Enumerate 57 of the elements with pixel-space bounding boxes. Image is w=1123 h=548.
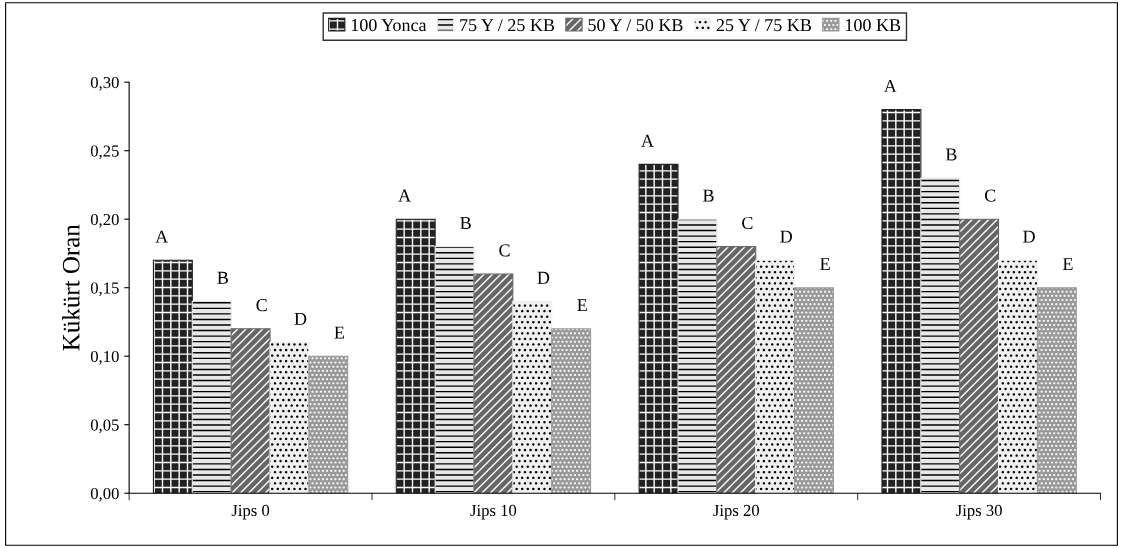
data-label: A [883, 79, 897, 92]
data-label: D [1023, 230, 1035, 243]
data-label: C [499, 244, 510, 257]
bar [434, 246, 475, 494]
bar [638, 163, 679, 494]
data-label: A [398, 189, 411, 202]
bar [920, 177, 961, 494]
legend-label: 50 Y / 50 KB [588, 19, 683, 32]
bar [1036, 287, 1077, 494]
legend-label: 100 KB [845, 19, 901, 32]
bar [152, 259, 193, 494]
data-label: E [820, 258, 830, 270]
bar [881, 109, 922, 494]
data-label: B [217, 271, 228, 284]
x-tick-label: Jips 20 [713, 504, 760, 520]
bar [793, 287, 834, 494]
data-label: C [256, 299, 267, 312]
bar [512, 300, 553, 494]
data-label: D [537, 271, 550, 284]
bar [308, 355, 349, 494]
bar [551, 328, 592, 494]
y-tick-label: 0,10 [90, 350, 119, 365]
bar [755, 259, 796, 494]
y-tick-label: 0,00 [90, 487, 119, 502]
data-label: B [945, 148, 957, 161]
data-label: A [641, 134, 654, 147]
y-tick-label: 0,30 [90, 76, 119, 91]
bar [959, 218, 1000, 494]
data-label: A [155, 230, 169, 243]
legend-label: 25 Y / 75 KB [716, 19, 811, 32]
data-label: D [294, 312, 307, 325]
legend-label: 75 Y / 25 KB [460, 19, 555, 32]
bar [191, 300, 232, 494]
legend-label: 100 Yonca [351, 19, 427, 32]
bar [230, 328, 271, 494]
bar [269, 341, 310, 494]
data-label: D [780, 230, 793, 243]
y-tick-label: 0,15 [90, 282, 119, 297]
data-label: E [334, 326, 345, 339]
bar [395, 218, 436, 494]
data-label: C [984, 189, 996, 202]
x-tick-label: Jips 30 [956, 504, 1002, 520]
bar [997, 259, 1038, 494]
data-label: B [460, 217, 471, 229]
y-tick-label: 0,25 [90, 145, 119, 160]
bar [677, 218, 718, 494]
y-tick-label: 0,20 [90, 213, 119, 228]
bar [716, 246, 757, 494]
data-label: C [742, 216, 753, 230]
bar [473, 273, 514, 494]
data-label: B [703, 189, 714, 202]
x-tick-label: Jips 0 [231, 504, 270, 520]
x-tick-label: Jips 10 [470, 504, 517, 520]
data-label: E [1062, 258, 1073, 270]
y-tick-label: 0,05 [90, 419, 119, 434]
y-axis-title: Kükürt Oran [62, 224, 80, 351]
data-label: E [577, 299, 587, 312]
